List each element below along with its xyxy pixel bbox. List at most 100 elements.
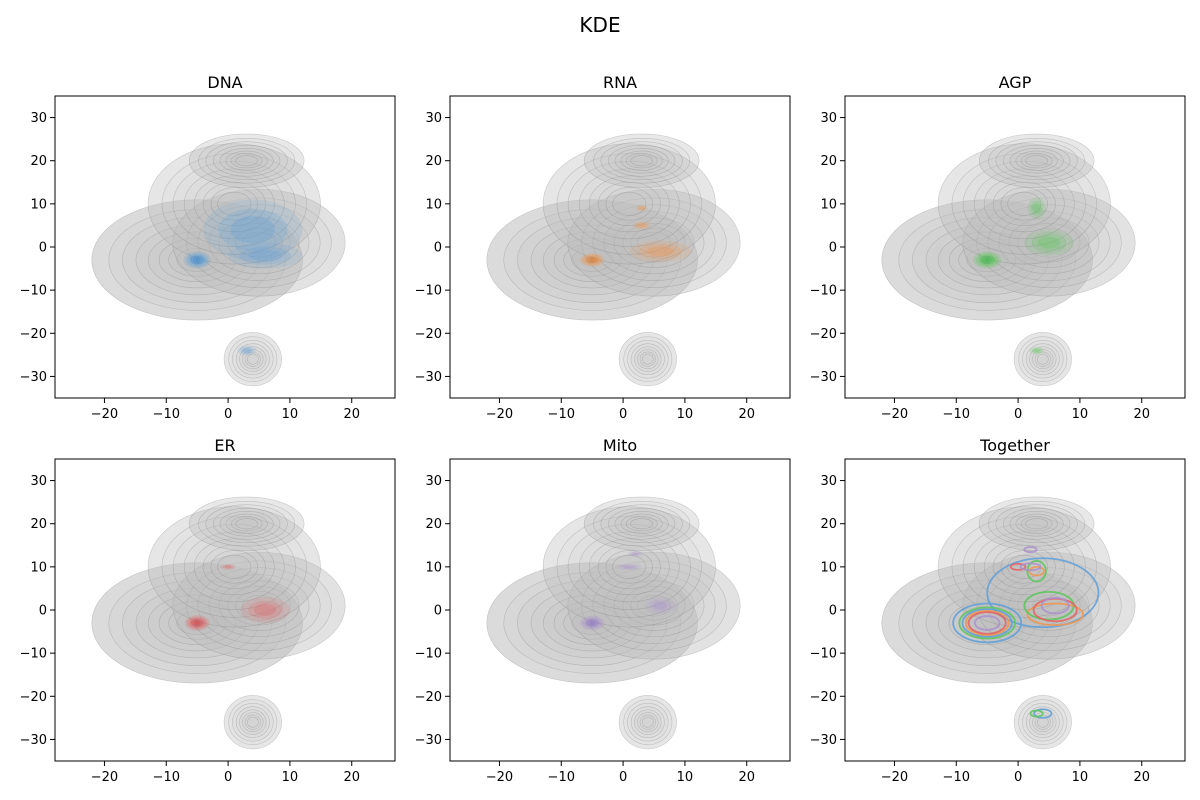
density-contour (628, 550, 643, 557)
background-contour (622, 223, 686, 263)
density-contour (632, 552, 639, 556)
background-contour (613, 217, 695, 268)
x-tick-label: 0 (224, 770, 232, 785)
background-contour (995, 504, 1078, 543)
background-contour (588, 538, 670, 596)
plot-area (91, 133, 346, 387)
background-contour (1015, 150, 1058, 171)
background-contour (983, 175, 1065, 233)
plot-area (881, 133, 1136, 387)
x-tick-label: 10 (282, 770, 299, 785)
background-contour (223, 332, 282, 387)
plot-area (486, 133, 741, 387)
background-contour (1002, 144, 1071, 177)
density-agp (972, 197, 1074, 355)
y-tick-label: −30 (415, 733, 442, 748)
y-tick-label: 30 (30, 474, 47, 489)
background-contour (219, 510, 274, 537)
background-contour (1025, 518, 1049, 530)
panel-er: ER −20 −10 0 10 20 −30 −20 −10 0 10 20 30 (20, 436, 396, 785)
density-contour (218, 208, 288, 251)
background-contour (186, 560, 332, 651)
density-contour (623, 565, 635, 569)
x-tick-label: 10 (677, 770, 694, 785)
density-contour (635, 222, 649, 229)
density-contour (240, 597, 290, 623)
background-contour (1009, 147, 1064, 174)
background-contour (235, 518, 259, 530)
background-contour (620, 513, 663, 534)
contour-line (958, 606, 1016, 640)
background-contour (193, 538, 275, 596)
density-contour (635, 204, 648, 212)
background-contour (219, 147, 274, 174)
y-tick-label: 20 (30, 154, 47, 169)
density-contour (646, 246, 675, 257)
density-contour (632, 221, 651, 230)
background-contour (639, 351, 656, 367)
lines-agp (958, 559, 1075, 718)
background-contour (625, 516, 658, 532)
background-contour (962, 188, 1136, 297)
background-contour (556, 153, 702, 255)
y-tick-label: −10 (415, 647, 442, 662)
panel-together: Together −20 −10 0 10 20 −30 −20 −10 0 10 20 30 (810, 436, 1186, 785)
x-tick-label: −20 (91, 407, 118, 422)
y-tick-label: −30 (810, 370, 837, 385)
background-contour (235, 227, 283, 258)
background-contour (614, 147, 669, 174)
density-contour (195, 259, 199, 261)
background-contour (242, 349, 264, 370)
density-contour (247, 600, 283, 620)
y-tick-label: 0 (829, 241, 837, 256)
lines-rna (964, 565, 1084, 636)
background-contour (593, 500, 691, 547)
background-contour (630, 227, 678, 258)
background-contour (1013, 332, 1072, 387)
density-contour (637, 223, 646, 228)
density-contour (637, 205, 646, 211)
background-contour (212, 507, 281, 540)
background-contour (1032, 349, 1054, 370)
x-tick-label: −20 (486, 407, 513, 422)
background-contour (637, 712, 659, 733)
density-contour (638, 243, 682, 259)
density-contour (228, 242, 303, 269)
background-contour (188, 496, 305, 551)
contour-line (1040, 597, 1070, 615)
density-contour (242, 348, 251, 353)
density-mito (579, 550, 676, 631)
background-contour (634, 709, 662, 735)
background-contour (239, 709, 267, 735)
background-contour (618, 332, 677, 387)
background-contour (623, 699, 673, 745)
x-tick-label: −10 (153, 407, 180, 422)
background-contour (210, 187, 258, 221)
background-contour (1032, 595, 1066, 617)
background-contour (641, 353, 654, 365)
y-tick-label: 10 (30, 197, 47, 212)
background-contour (583, 133, 700, 188)
background-contour (992, 544, 1056, 589)
background-contour (630, 343, 665, 376)
y-tick-label: −30 (810, 733, 837, 748)
y-tick-label: −30 (415, 370, 442, 385)
density-contour (1030, 200, 1044, 216)
background-contour (210, 550, 258, 584)
background-contour (172, 188, 346, 297)
background-contour (593, 137, 691, 184)
y-tick-label: 10 (820, 197, 837, 212)
background-contour (607, 144, 676, 177)
background-contour (246, 353, 259, 365)
panel-title: RNA (603, 73, 637, 92)
background-contour (605, 550, 653, 584)
density-contour (638, 206, 645, 210)
background-contour (197, 204, 321, 281)
background-contour (898, 572, 1076, 674)
density-contour (653, 601, 668, 610)
background-contour (1007, 191, 1042, 216)
contour-line (1033, 708, 1053, 719)
background-contour (588, 175, 670, 233)
background-contour (1025, 227, 1073, 258)
background-contour (988, 137, 1086, 184)
